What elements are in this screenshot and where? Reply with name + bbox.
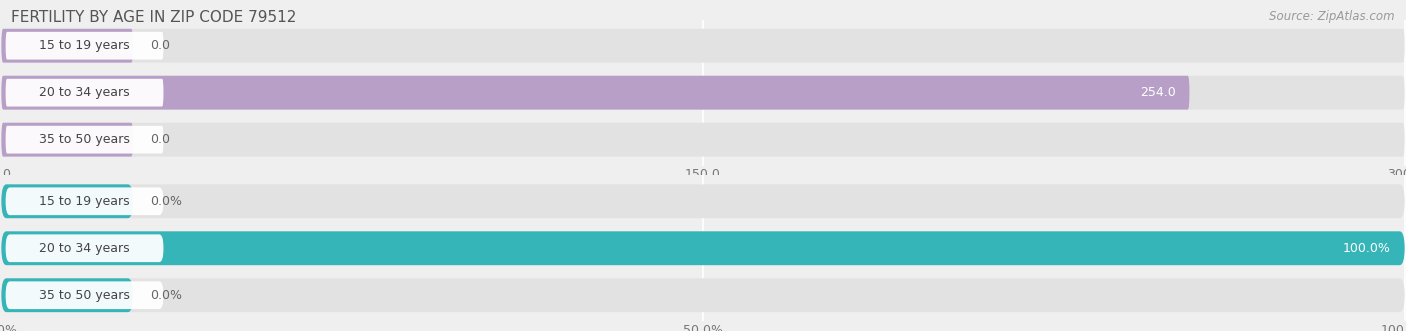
FancyBboxPatch shape: [6, 187, 163, 215]
FancyBboxPatch shape: [1, 29, 1405, 63]
Text: 15 to 19 years: 15 to 19 years: [39, 39, 129, 52]
FancyBboxPatch shape: [1, 76, 1405, 110]
Text: FERTILITY BY AGE IN ZIP CODE 79512: FERTILITY BY AGE IN ZIP CODE 79512: [11, 10, 297, 25]
FancyBboxPatch shape: [1, 231, 1405, 265]
Text: 35 to 50 years: 35 to 50 years: [39, 289, 129, 302]
Text: 100.0%: 100.0%: [1343, 242, 1391, 255]
FancyBboxPatch shape: [1, 29, 134, 63]
FancyBboxPatch shape: [1, 278, 134, 312]
FancyBboxPatch shape: [6, 32, 163, 60]
FancyBboxPatch shape: [6, 79, 163, 107]
Text: 0.0%: 0.0%: [150, 289, 181, 302]
Text: 0.0: 0.0: [150, 133, 170, 146]
Text: 20 to 34 years: 20 to 34 years: [39, 242, 129, 255]
FancyBboxPatch shape: [6, 234, 163, 262]
FancyBboxPatch shape: [1, 278, 1405, 312]
Text: 0.0%: 0.0%: [150, 195, 181, 208]
FancyBboxPatch shape: [1, 123, 1405, 157]
FancyBboxPatch shape: [1, 184, 134, 218]
FancyBboxPatch shape: [1, 184, 1405, 218]
Text: 0.0: 0.0: [150, 39, 170, 52]
Text: 254.0: 254.0: [1140, 86, 1175, 99]
Text: Source: ZipAtlas.com: Source: ZipAtlas.com: [1270, 10, 1395, 23]
Text: 15 to 19 years: 15 to 19 years: [39, 195, 129, 208]
FancyBboxPatch shape: [1, 76, 1189, 110]
Text: 20 to 34 years: 20 to 34 years: [39, 86, 129, 99]
FancyBboxPatch shape: [1, 123, 134, 157]
FancyBboxPatch shape: [6, 126, 163, 154]
FancyBboxPatch shape: [6, 281, 163, 309]
Text: 35 to 50 years: 35 to 50 years: [39, 133, 129, 146]
FancyBboxPatch shape: [1, 231, 1405, 265]
